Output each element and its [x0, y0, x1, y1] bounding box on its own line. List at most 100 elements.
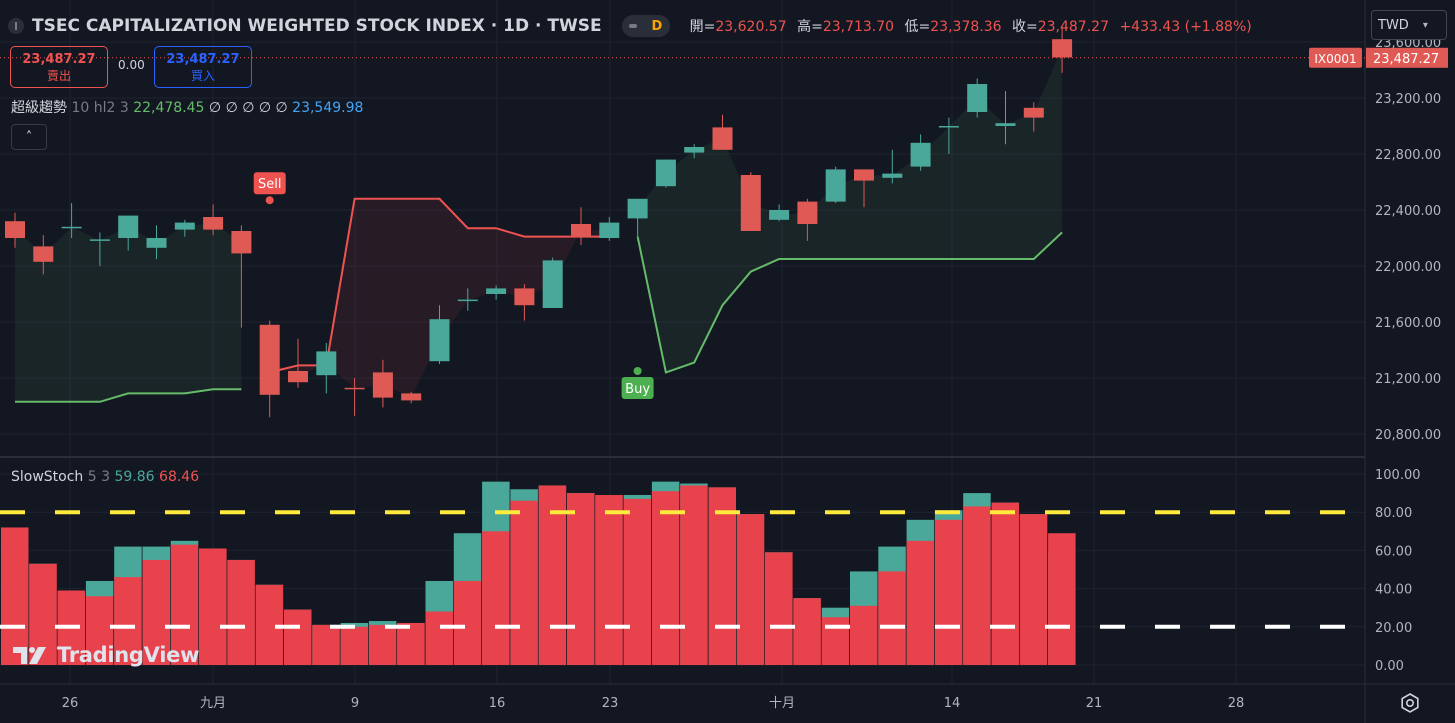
- candle-body[interactable]: [401, 393, 422, 401]
- settings-gear-icon[interactable]: [1399, 692, 1421, 714]
- stoch-d-bar: [736, 514, 765, 665]
- candle-body[interactable]: [712, 127, 733, 150]
- candle-body[interactable]: [372, 372, 393, 398]
- change-value: +433.43 (+1.88%): [1119, 19, 1252, 35]
- price-axis-label: 22,000.00: [1375, 260, 1441, 275]
- stoch-d-bar: [1019, 514, 1048, 665]
- stoch-d-bar: [991, 502, 1020, 665]
- stoch-k-value: 59.86: [114, 469, 155, 485]
- candle-body[interactable]: [938, 126, 959, 128]
- candle-body[interactable]: [740, 175, 761, 231]
- osc-axis-label: 80.00: [1375, 506, 1412, 521]
- stoch-d-bar: [906, 540, 935, 665]
- supertrend-legend[interactable]: 超級趨勢 10 hl2 3 22,478.45 ∅ ∅ ∅ ∅ ∅ 23,549…: [11, 97, 363, 117]
- candle-body[interactable]: [316, 351, 337, 376]
- signal-label-box[interactable]: [253, 172, 286, 195]
- price-axis-label: 22,400.00: [1375, 204, 1441, 219]
- candle-body[interactable]: [457, 299, 478, 302]
- currency-selector[interactable]: TWD ▾: [1371, 10, 1447, 40]
- supertrend-value-blue: 23,549.98: [292, 100, 364, 116]
- buy-price: 23,487.27: [166, 52, 240, 67]
- osc-axis-label: 100.00: [1375, 468, 1421, 483]
- time-axis-label: 23: [602, 696, 619, 711]
- stoch-d-bar: [793, 598, 822, 665]
- stoch-d-bar: [340, 626, 369, 665]
- time-axis-label: 21: [1086, 696, 1103, 711]
- stoch-d-bar: [595, 495, 624, 665]
- candle-body[interactable]: [146, 238, 167, 248]
- candle-body[interactable]: [1023, 107, 1044, 118]
- candle-body[interactable]: [118, 215, 139, 238]
- stoch-d-bar: [1, 527, 29, 665]
- candle-body[interactable]: [259, 324, 280, 395]
- time-axis-label: 九月: [200, 696, 226, 711]
- candle-body[interactable]: [571, 224, 591, 237]
- candle-body[interactable]: [825, 169, 846, 202]
- stoch-d-bar: [538, 485, 567, 665]
- candle-body[interactable]: [797, 201, 818, 224]
- open-value: 23,620.57: [715, 19, 787, 35]
- osc-axis-label: 0.00: [1375, 659, 1404, 674]
- tradingview-logo: TradingView: [13, 643, 199, 667]
- stoch-d-bar: [85, 596, 114, 665]
- price-axis-label: 20,800.00: [1375, 428, 1441, 443]
- symbol-tag: IX0001: [1314, 52, 1356, 66]
- signal-label: Sell: [258, 177, 281, 192]
- supertrend-fill-up: [637, 48, 1063, 373]
- candle-body[interactable]: [174, 222, 195, 230]
- candle-body[interactable]: [486, 288, 507, 294]
- stoch-d-bar: [821, 617, 850, 665]
- stoch-d-bar: [680, 485, 709, 665]
- candle-body[interactable]: [967, 84, 988, 112]
- chevron-up-icon: ˄: [25, 129, 33, 145]
- buy-button[interactable]: 23,487.27 買入: [154, 46, 252, 88]
- price-axis-label: 22,800.00: [1375, 148, 1441, 163]
- candle-body[interactable]: [542, 260, 563, 308]
- sell-button[interactable]: 23,487.27 賣出: [10, 46, 108, 88]
- stoch-d-bar: [934, 519, 963, 665]
- candle-body[interactable]: [61, 226, 82, 229]
- candle-body[interactable]: [203, 217, 224, 230]
- time-axis-label: 十月: [769, 696, 795, 711]
- symbol-tag-box: [1309, 47, 1362, 68]
- stoch-legend[interactable]: SlowStoch 5 3 59.86 68.46: [11, 469, 199, 489]
- candle-body[interactable]: [995, 123, 1016, 126]
- stoch-d-bar: [397, 622, 426, 665]
- candle-body[interactable]: [344, 387, 365, 390]
- spread-value: 0.00: [118, 58, 145, 72]
- candle-body[interactable]: [1052, 39, 1073, 58]
- candle-body[interactable]: [910, 142, 931, 167]
- candle-body[interactable]: [599, 222, 620, 238]
- candle-body[interactable]: [854, 169, 874, 181]
- candle-body[interactable]: [288, 371, 308, 383]
- candle-body[interactable]: [429, 319, 450, 362]
- candle-body[interactable]: [684, 147, 705, 153]
- candle-body[interactable]: [514, 288, 535, 306]
- sell-price: 23,487.27: [22, 52, 96, 67]
- candle-body[interactable]: [5, 221, 25, 238]
- symbol-title[interactable]: TSEC CAPITALIZATION WEIGHTED STOCK INDEX…: [32, 16, 602, 36]
- candle-body[interactable]: [231, 231, 252, 254]
- time-axis-label: 26: [62, 696, 79, 711]
- stoch-d-value: 68.46: [159, 469, 200, 485]
- supertrend-params: 10 hl2 3: [71, 100, 129, 116]
- supertrend-fill-up: [15, 223, 242, 402]
- candle-body[interactable]: [769, 210, 790, 220]
- stoch-d-bar: [651, 491, 680, 665]
- time-axis-label: 14: [944, 696, 961, 711]
- stoch-d-bar: [567, 493, 595, 665]
- symbol-info-icon[interactable]: [8, 18, 24, 34]
- ohlc-readout: 開=23,620.57 高=23,713.70 低=23,378.36 收=23…: [690, 16, 1258, 36]
- candle-body[interactable]: [655, 159, 676, 187]
- candle-body[interactable]: [882, 173, 903, 178]
- price-axis-label: 21,200.00: [1375, 372, 1441, 387]
- chevron-down-icon: ▾: [1422, 19, 1428, 31]
- candle-body[interactable]: [89, 239, 110, 241]
- collapse-indicators-button[interactable]: ˄: [11, 124, 47, 150]
- signal-label-box[interactable]: [621, 377, 654, 399]
- close-label: 收=: [1011, 19, 1038, 35]
- market-status-badge[interactable]: D: [621, 15, 670, 37]
- candle-body[interactable]: [33, 246, 54, 262]
- candle-body[interactable]: [627, 198, 648, 219]
